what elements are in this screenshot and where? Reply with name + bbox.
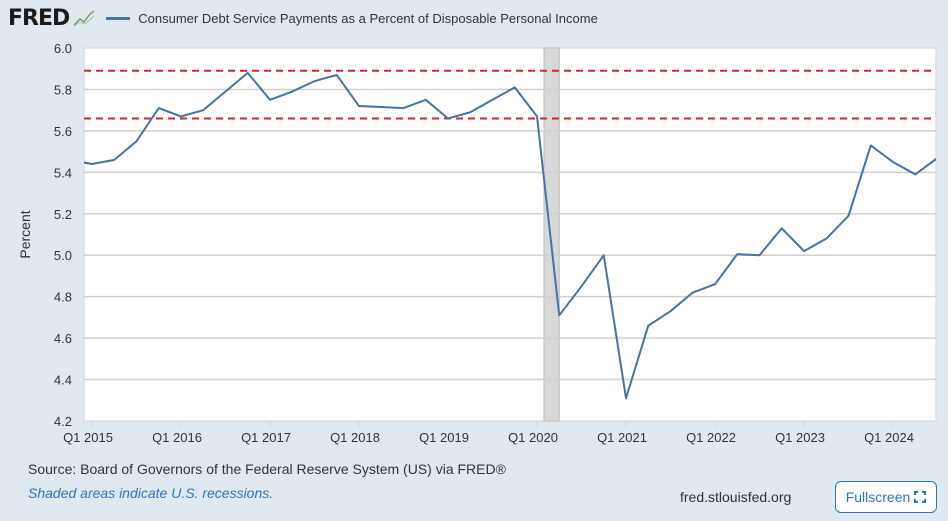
data-point <box>557 313 561 317</box>
data-point <box>224 90 228 94</box>
y-tick-label: 4.2 <box>54 414 72 429</box>
fred-logo: FRED <box>8 5 70 31</box>
data-point <box>624 396 628 400</box>
legend-line-swatch <box>106 16 131 20</box>
y-axis-label: Percent <box>17 210 33 258</box>
y-tick-label: 5.0 <box>54 248 72 263</box>
data-point <box>913 172 917 176</box>
data-point <box>602 253 606 257</box>
source-text: Source: Board of Governors of the Federa… <box>28 461 506 477</box>
data-point <box>646 324 650 328</box>
data-point <box>669 309 673 313</box>
data-point <box>713 282 717 286</box>
legend-label: Consumer Debt Service Payments as a Perc… <box>138 10 598 26</box>
fullscreen-icon <box>914 491 927 503</box>
data-point <box>335 73 339 77</box>
data-point <box>780 226 784 230</box>
data-point <box>491 98 495 102</box>
data-point <box>847 214 851 218</box>
x-tick-label: Q1 2017 <box>241 430 291 445</box>
x-tick-label: Q1 2016 <box>152 430 202 445</box>
series-line <box>84 71 936 400</box>
data-point <box>824 237 828 241</box>
data-point <box>580 284 584 288</box>
data-point <box>379 105 383 109</box>
data-point <box>290 90 294 94</box>
x-tick-label: Q1 2024 <box>864 430 914 445</box>
y-tick-label: 5.4 <box>54 165 72 180</box>
plot-area <box>83 47 937 422</box>
data-point <box>691 291 695 295</box>
x-tick-label: Q1 2023 <box>775 430 825 445</box>
data-point <box>758 253 762 257</box>
chart-header: FRED Consumer Debt Service Payments as a… <box>8 4 598 32</box>
data-point <box>735 252 739 256</box>
data-point <box>936 156 940 160</box>
legend[interactable]: Consumer Debt Service Payments as a Perc… <box>106 11 598 26</box>
y-tick-label: 4.4 <box>54 373 72 388</box>
data-point <box>535 114 539 118</box>
data-point <box>268 98 272 102</box>
recession-note: Shaded areas indicate U.S. recessions. <box>28 485 274 501</box>
data-point <box>112 158 116 162</box>
data-point <box>869 143 873 147</box>
x-tick-label: Q1 2021 <box>597 430 647 445</box>
chart-logo-icon <box>73 10 95 27</box>
y-tick-label: 5.8 <box>54 82 72 97</box>
data-point <box>179 114 183 118</box>
data-point <box>446 116 450 120</box>
y-tick-label: 5.6 <box>54 124 72 139</box>
fullscreen-button[interactable]: Fullscreen <box>835 481 937 513</box>
data-point <box>157 106 161 110</box>
x-tick-label: Q1 2018 <box>330 430 380 445</box>
x-tick-label: Q1 2019 <box>419 430 469 445</box>
data-point <box>468 110 472 114</box>
y-tick-label: 6.0 <box>54 41 72 56</box>
data-point <box>246 71 250 75</box>
fullscreen-label: Fullscreen <box>845 489 911 505</box>
y-tick-label: 4.6 <box>54 331 72 346</box>
x-tick-label: Q1 2015 <box>63 430 113 445</box>
data-point <box>201 108 205 112</box>
data-point <box>802 249 806 253</box>
data-point <box>424 98 428 102</box>
y-tick-label: 4.8 <box>54 290 72 305</box>
line-chart: 4.2 4.4 4.6 4.8 5.0 5.2 5.4 5.6 5.8 6.0 Percent Q1 … <box>17 41 940 445</box>
x-tick-label: Q1 2022 <box>686 430 736 445</box>
data-point <box>357 104 361 108</box>
data-point <box>135 139 139 143</box>
data-point <box>313 79 317 83</box>
data-point <box>513 85 517 89</box>
recession-shade <box>543 47 560 422</box>
y-tick-label: 5.2 <box>54 207 72 222</box>
x-tick-label: Q1 2020 <box>508 430 558 445</box>
site-link[interactable]: fred.stlouisfed.org <box>680 489 792 505</box>
data-point <box>402 106 406 110</box>
data-point <box>90 162 94 166</box>
data-point <box>891 160 895 164</box>
